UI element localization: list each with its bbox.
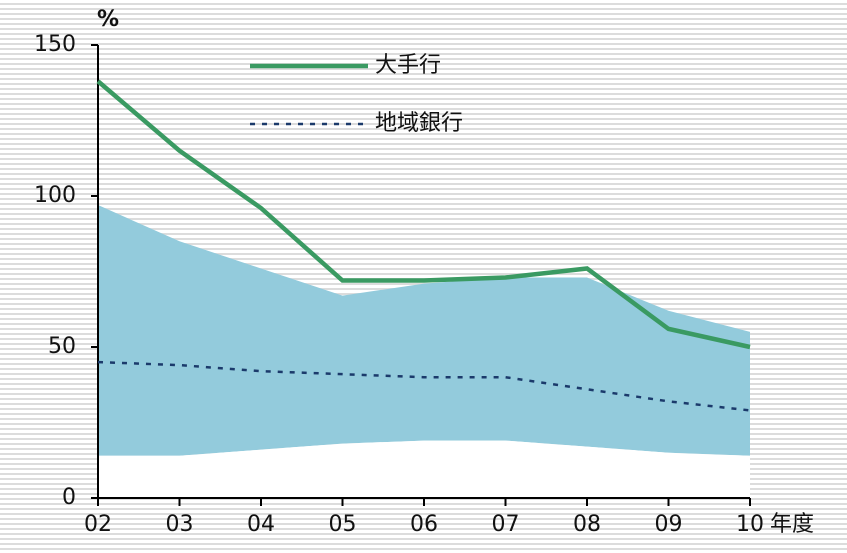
y-unit: %: [97, 7, 119, 32]
y-tick-label: 100: [34, 183, 76, 208]
band-area: [98, 205, 750, 456]
x-tick-label: 04: [247, 512, 275, 537]
x-tick-label: 07: [492, 512, 520, 537]
x-tick-label: 02: [84, 512, 112, 537]
x-unit: 年度: [770, 512, 814, 537]
legend-label: 大手行: [375, 53, 441, 78]
legend-label: 地域銀行: [375, 111, 463, 136]
x-tick-label: 10: [736, 512, 764, 537]
y-tick-label: 0: [62, 485, 76, 510]
y-tick-label: 50: [48, 334, 76, 359]
series-line: [96, 79, 751, 350]
x-tick-label: 08: [573, 512, 601, 537]
x-tick-label: 05: [329, 512, 357, 537]
x-tick-label: 06: [410, 512, 438, 537]
series-line: [97, 360, 751, 412]
x-tick-label: 09: [655, 512, 683, 537]
y-tick-label: 150: [34, 32, 76, 57]
band-floor: [98, 440, 750, 498]
x-tick-label: 03: [166, 512, 194, 537]
